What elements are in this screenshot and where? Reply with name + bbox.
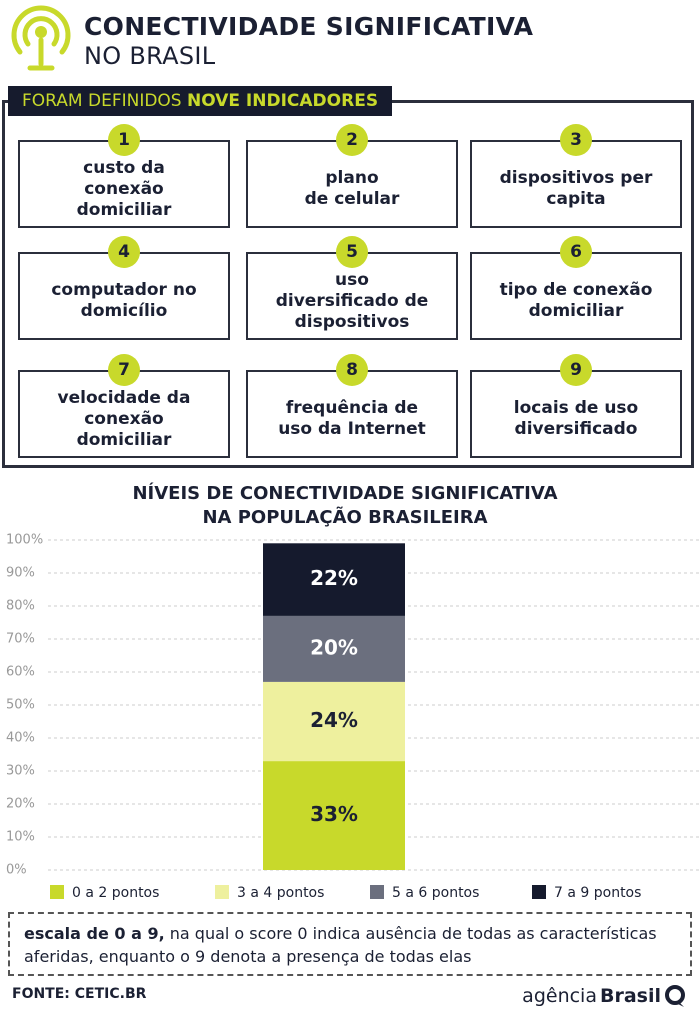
note: escala de 0 a 9, na qual o score 0 indic… (8, 912, 692, 976)
legend-label: 3 a 4 pontos (237, 885, 324, 901)
chart-title: NÍVEIS DE CONECTIVIDADE SIGNIFICATIVA NA… (132, 483, 558, 528)
y-tick-label: 50% (6, 698, 35, 713)
indicator-card: frequência de uso da Internet (246, 370, 458, 458)
data-label: 22% (310, 566, 358, 590)
y-tick-label: 90% (6, 566, 35, 581)
note-bold: escala de 0 a 9, (24, 924, 165, 943)
y-tick-label: 70% (6, 632, 35, 647)
source: FONTE: CETIC.BR (12, 986, 147, 1002)
indicator-number: 7 (108, 354, 140, 386)
banner: FORAM DEFINIDOS NOVE INDICADORES (8, 86, 393, 116)
logo: agência Brasil (522, 984, 686, 1008)
indicator-number: 2 (336, 124, 368, 156)
y-tick-label: 0% (6, 863, 27, 878)
bar-segment (263, 681, 405, 762)
data-label: 20% (310, 635, 358, 659)
chart: 0% 10% 20% 30% 40% 50% 60% 70% 80% 90% 100% 33% 24% 2… (6, 533, 700, 901)
indicator-number: 9 (560, 354, 592, 386)
data-label: 33% (310, 802, 358, 826)
header-subtitle: NO BRASIL (84, 42, 216, 70)
header-title: CONECTIVIDADE SIGNIFICATIVA (84, 12, 534, 41)
indicator-number: 4 (108, 236, 140, 268)
note-text: na qual o score 0 indica ausência de tod… (24, 924, 657, 966)
logo-bold: Brasil (599, 985, 661, 1007)
bar-segment (263, 615, 405, 682)
y-tick-label: 10% (6, 830, 35, 845)
logo-icon (665, 985, 685, 1007)
data-label: 24% (310, 708, 358, 732)
indicator-card: computador no domicílio (18, 252, 230, 340)
antenna-icon (11, 5, 71, 71)
indicator-card: dispositivos per capita (470, 140, 682, 228)
legend-swatch (532, 885, 546, 899)
legend-label: 0 a 2 pontos (72, 885, 159, 901)
indicator-number: 8 (336, 354, 368, 386)
legend-swatch (50, 885, 64, 899)
indicator-number: 5 (336, 236, 368, 268)
y-tick-label: 100% (6, 533, 43, 548)
indicator-number: 6 (560, 236, 592, 268)
indicator-number: 3 (560, 124, 592, 156)
bar-segment (263, 761, 405, 870)
y-tick-label: 20% (6, 797, 35, 812)
y-tick-label: 60% (6, 665, 35, 680)
legend-swatch (215, 885, 229, 899)
banner-highlight: NOVE INDICADORES (187, 91, 379, 111)
banner-text: FORAM DEFINIDOS (22, 91, 188, 111)
legend-swatch (370, 885, 384, 899)
bar-segment (263, 543, 405, 616)
legend-label: 7 a 9 pontos (554, 885, 641, 901)
indicator-number: 1 (108, 124, 140, 156)
legend-label: 5 a 6 pontos (392, 885, 479, 901)
y-tick-label: 30% (6, 764, 35, 779)
y-tick-label: 40% (6, 731, 35, 746)
y-tick-label: 80% (6, 599, 35, 614)
logo-text: agência (522, 985, 597, 1007)
